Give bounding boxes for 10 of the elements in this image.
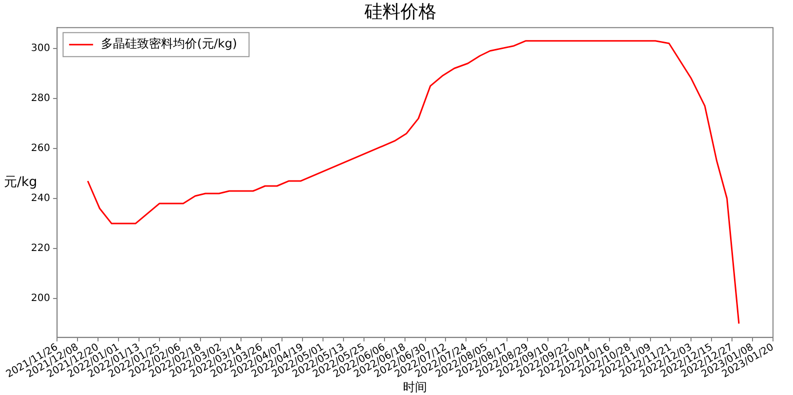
- y-tick-label: 280: [30, 93, 50, 104]
- legend-label: 多晶硅致密料均价(元/kg): [101, 36, 238, 51]
- chart-title: 硅料价格: [364, 1, 436, 22]
- y-tick-label: 240: [30, 193, 50, 204]
- x-axis-title: 时间: [403, 380, 428, 394]
- y-tick-label: 220: [30, 243, 50, 254]
- y-tick-label: 300: [30, 42, 50, 54]
- y-tick-label: 200: [30, 293, 50, 304]
- y-axis-title: 元/kg: [4, 174, 38, 190]
- y-tick-label: 260: [30, 143, 50, 154]
